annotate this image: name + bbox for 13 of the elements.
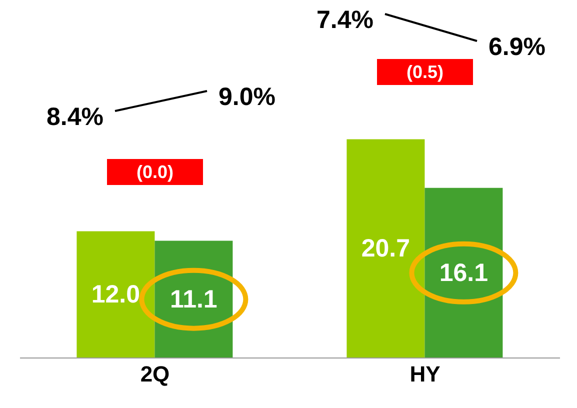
text: (0.5) — [406, 62, 444, 82]
text: 7.4% — [316, 6, 374, 34]
x-tick-label: HY — [410, 362, 441, 387]
annotation: (0.0) — [136, 162, 174, 182]
x-tick-label: 2Q — [140, 362, 170, 387]
data-label: 12.0 — [91, 280, 140, 309]
text: 8.4% — [46, 103, 104, 131]
data-label: 16.1 — [439, 258, 488, 287]
text: 9.0% — [218, 83, 276, 111]
bar — [346, 139, 425, 358]
data-label: 11.1 — [170, 285, 218, 314]
data-label: 20.7 — [361, 234, 410, 263]
text: 6.9% — [488, 33, 546, 61]
